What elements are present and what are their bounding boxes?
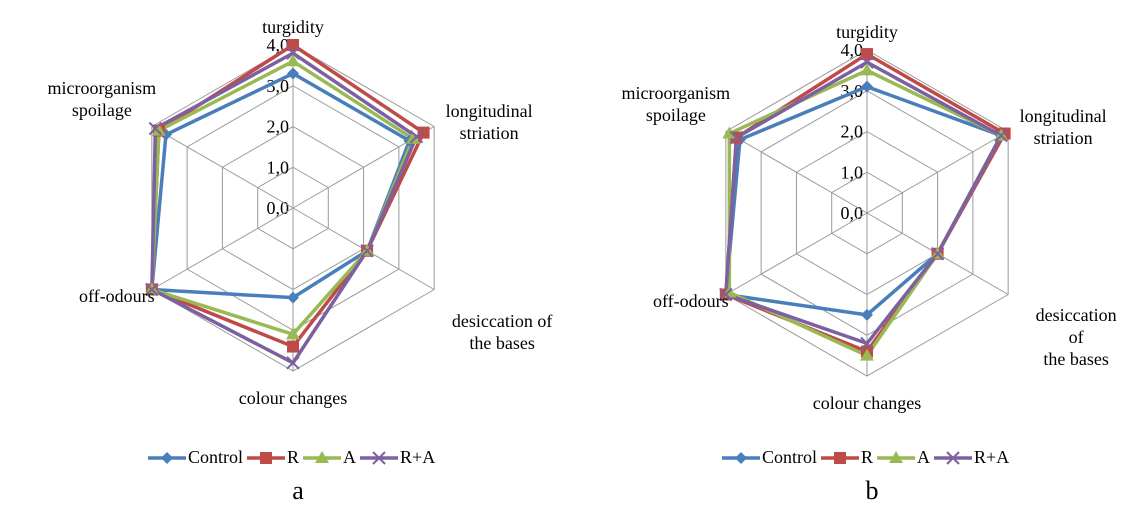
- category-label: desiccation of the bases: [1035, 304, 1117, 369]
- tick-label: 2,0: [267, 117, 290, 137]
- category-label: longitudinal striation: [1019, 105, 1107, 148]
- spoke: [151, 126, 294, 209]
- tick-label: 0,0: [267, 198, 290, 218]
- tick-label: 4,0: [267, 35, 290, 55]
- category-label: microorganism spoilage: [621, 82, 731, 125]
- data-point: [151, 123, 166, 136]
- data-point: [994, 128, 1008, 143]
- data-point: [287, 39, 299, 51]
- marker-stroke: [860, 55, 874, 69]
- category-label: desiccation of the bases: [451, 310, 553, 353]
- data-point: [930, 247, 945, 261]
- category-label: turgidity: [836, 22, 898, 42]
- caption: a: [292, 476, 304, 505]
- data-point: [861, 80, 873, 93]
- data-point: [286, 46, 300, 60]
- spoke: [725, 212, 868, 295]
- data-point: [860, 348, 874, 361]
- legend-marker: [735, 452, 747, 464]
- data-point: [861, 308, 873, 321]
- data-point: [287, 291, 299, 304]
- tick-label: 1,0: [267, 157, 290, 177]
- data-point: [287, 67, 299, 80]
- legend-label: A: [343, 447, 356, 467]
- data-point: [417, 126, 430, 139]
- data-point: [409, 129, 424, 144]
- legend-marker: [889, 451, 904, 463]
- marker-stroke: [946, 451, 960, 465]
- marker-stroke: [148, 121, 163, 136]
- marker-stroke: [409, 129, 424, 144]
- legend-marker: [161, 452, 173, 464]
- marker-stroke: [360, 244, 374, 258]
- tick-label: 1,0: [841, 162, 864, 182]
- data-point: [860, 63, 874, 76]
- data-point: [729, 130, 744, 145]
- spoke: [151, 207, 294, 290]
- category-label: microorganism spoilage: [47, 77, 157, 120]
- data-point: [722, 126, 737, 139]
- legend-label: R+A: [400, 447, 435, 467]
- data-point: [719, 287, 733, 302]
- marker-stroke: [860, 336, 874, 351]
- legend-label: R: [287, 447, 299, 467]
- legend-marker: [260, 452, 273, 464]
- legend-label: Control: [188, 447, 243, 467]
- marker-stroke: [719, 287, 733, 302]
- tick-label: 0,0: [841, 203, 864, 223]
- series-line: [724, 52, 1007, 354]
- tick-label: 2,0: [841, 122, 864, 142]
- marker-stroke: [145, 282, 159, 297]
- legend-marker: [834, 452, 847, 464]
- marker-stroke: [372, 451, 386, 465]
- tick-label: 3,0: [267, 76, 290, 96]
- marker-stroke: [286, 356, 300, 370]
- marker-stroke: [286, 46, 300, 60]
- category-label: off-odours: [653, 290, 729, 311]
- spoke: [725, 131, 868, 214]
- legend-label: A: [917, 447, 930, 467]
- tick-label: 4,0: [841, 40, 864, 60]
- legend-marker: [946, 451, 960, 465]
- data-point: [286, 54, 300, 67]
- data-point: [145, 282, 159, 297]
- legend-label: R: [861, 447, 873, 467]
- data-point: [286, 327, 300, 340]
- data-point: [360, 244, 374, 258]
- category-label: longitudinal striation: [445, 100, 533, 143]
- data-point: [405, 131, 420, 144]
- marker-stroke: [994, 128, 1008, 143]
- legend-label: Control: [762, 447, 817, 467]
- spoke: [866, 131, 1009, 214]
- data-point: [287, 340, 299, 353]
- legend-marker: [372, 451, 386, 465]
- data-point: [286, 356, 300, 370]
- data-point: [861, 48, 873, 61]
- data-point: [860, 336, 874, 351]
- data-point: [860, 55, 874, 69]
- marker-stroke: [930, 247, 945, 261]
- category-label: turgidity: [262, 17, 324, 37]
- category-label: off-odours: [79, 285, 155, 306]
- caption: b: [866, 476, 879, 505]
- category-label: colour changes: [812, 393, 922, 413]
- marker-stroke: [729, 130, 744, 145]
- category-label: colour changes: [238, 388, 348, 408]
- legend-label: R+A: [974, 447, 1009, 467]
- data-point: [148, 121, 163, 136]
- legend-marker: [315, 451, 330, 463]
